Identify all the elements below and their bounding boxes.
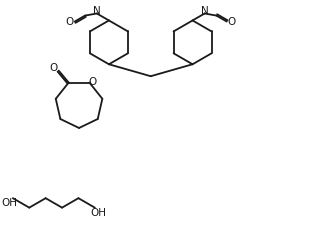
Text: O: O xyxy=(228,16,236,26)
Text: O: O xyxy=(66,16,74,26)
Text: N: N xyxy=(93,6,101,15)
Text: O: O xyxy=(88,76,97,86)
Text: N: N xyxy=(201,6,209,15)
Text: OH: OH xyxy=(1,197,17,207)
Text: O: O xyxy=(50,62,58,72)
Text: OH: OH xyxy=(91,207,107,217)
